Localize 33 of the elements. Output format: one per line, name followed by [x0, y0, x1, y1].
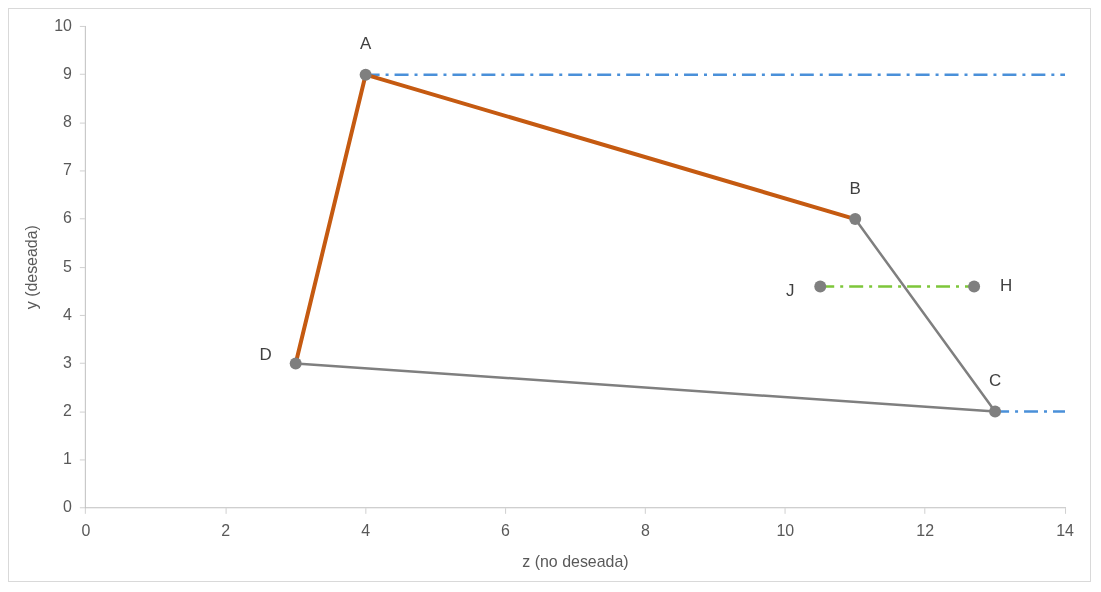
- x-tick-label: 2: [221, 521, 231, 539]
- point: [814, 280, 827, 293]
- annotation: A: [359, 34, 372, 54]
- y-tick-label: 8: [63, 113, 73, 131]
- y-tick-label: 10: [54, 16, 73, 34]
- y-axis-title: y (deseada): [22, 225, 40, 310]
- annotation: H: [999, 276, 1013, 296]
- y-tick-label: 3: [63, 353, 73, 371]
- y-tick-label: 7: [63, 161, 73, 179]
- y-tick-label: 1: [63, 450, 73, 468]
- point: [289, 357, 302, 370]
- x-tick-label: 0: [81, 521, 91, 539]
- x-tick-label: 10: [776, 521, 795, 539]
- annotation: J: [786, 281, 795, 301]
- y-tick-label: 6: [63, 209, 73, 227]
- x-tick-label: 6: [501, 521, 511, 539]
- annotation: D: [259, 345, 272, 365]
- y-tick-label: 2: [63, 401, 73, 419]
- x-tick-label: 4: [361, 521, 371, 539]
- x-axis-title: z (no deseada): [522, 552, 629, 570]
- x-tick-label: 12: [916, 521, 935, 539]
- annotation: C: [988, 371, 1002, 391]
- point: [968, 280, 981, 293]
- x-tick-label: 14: [1056, 521, 1075, 539]
- y-tick-label: 0: [63, 498, 73, 516]
- y-tick-label: 4: [63, 305, 73, 323]
- point: [849, 213, 862, 226]
- x-tick-label: 8: [640, 521, 650, 539]
- point: [989, 405, 1002, 418]
- annotation: B: [849, 178, 861, 198]
- y-tick-label: 9: [63, 65, 73, 83]
- point: [359, 68, 372, 81]
- y-tick-label: 5: [63, 257, 73, 275]
